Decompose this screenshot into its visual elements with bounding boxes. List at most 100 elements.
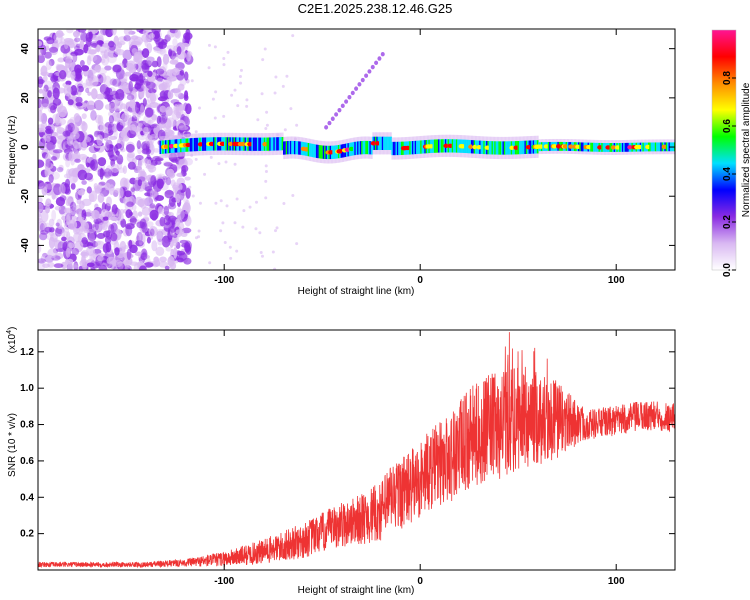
noise-blob — [97, 74, 102, 79]
noise-blob — [92, 35, 101, 41]
noise-blob — [139, 104, 145, 116]
noise-blob — [126, 94, 135, 101]
signal-core — [352, 142, 355, 156]
noise-blob — [214, 201, 218, 205]
signal-core — [274, 137, 277, 151]
noise-blob — [233, 88, 237, 92]
noise-blob — [46, 37, 55, 45]
signal-core — [657, 142, 660, 152]
signal-core — [283, 141, 285, 155]
noise-blob — [97, 74, 104, 84]
diagonal-trace-point — [330, 116, 335, 121]
colorbar-tick-label: 0.0 — [722, 263, 733, 277]
x-tick-label: 100 — [608, 576, 625, 587]
noise-blob — [105, 142, 110, 151]
noise-blob — [282, 201, 286, 205]
noise-blob — [159, 105, 167, 113]
noise-blob — [77, 83, 83, 89]
noise-blob — [136, 29, 144, 33]
noise-blob — [130, 35, 139, 40]
noise-blob — [109, 78, 117, 86]
noise-blob — [66, 231, 71, 241]
noise-blob — [95, 93, 105, 100]
noise-blob — [66, 29, 74, 34]
noise-blob — [146, 236, 151, 244]
signal-core — [642, 142, 645, 152]
snr-y-axis-label: SNR (10 * v/v) — [7, 413, 18, 477]
signal-core — [626, 142, 628, 152]
signal-core — [368, 140, 371, 155]
signal-core — [492, 141, 495, 155]
noise-blob — [146, 221, 154, 228]
noise-blob — [239, 68, 243, 72]
noise-blob — [177, 122, 185, 134]
noise-blob — [63, 241, 68, 251]
signal-core — [491, 141, 494, 155]
signal-core — [594, 142, 597, 152]
noise-blob — [97, 168, 105, 178]
noise-blob — [295, 242, 299, 246]
signal-core — [392, 141, 395, 156]
noise-blob — [141, 206, 151, 216]
signal-core — [299, 141, 302, 155]
y-tick-label: 1.0 — [20, 383, 34, 394]
signal-core — [418, 140, 421, 154]
noise-blob — [63, 39, 69, 50]
noise-blob — [150, 175, 157, 186]
noise-blob — [123, 34, 131, 42]
noise-blob — [265, 110, 269, 114]
noise-blob — [165, 246, 172, 252]
noise-blob — [77, 189, 85, 196]
noise-blob — [225, 204, 229, 208]
diagonal-trace-point — [364, 73, 369, 78]
noise-blob — [208, 261, 212, 265]
signal-core — [579, 142, 582, 152]
noise-blob — [235, 249, 239, 253]
noise-blob — [169, 59, 179, 65]
noise-blob — [131, 186, 138, 191]
noise-blob — [141, 33, 151, 43]
noise-blob — [273, 267, 277, 270]
noise-blob — [78, 153, 88, 160]
noise-blob — [48, 174, 54, 183]
noise-blob — [248, 205, 252, 209]
signal-core — [318, 145, 321, 159]
noise-blob — [87, 91, 92, 96]
noise-blob — [87, 229, 97, 242]
signal-core — [410, 141, 413, 155]
noise-blob — [137, 164, 143, 173]
noise-blob — [38, 138, 46, 151]
noise-blob — [38, 211, 42, 218]
diagonal-trace-point — [370, 64, 375, 70]
signal-core — [494, 141, 497, 155]
signal-core — [466, 139, 469, 154]
noise-blob — [81, 237, 88, 245]
noise-blob — [73, 261, 79, 270]
noise-blob — [42, 87, 47, 100]
noise-blob — [148, 136, 155, 145]
noise-blob — [142, 251, 147, 258]
noise-blob — [102, 171, 112, 177]
noise-blob — [184, 32, 191, 44]
noise-blob — [172, 38, 178, 47]
noise-blob — [178, 125, 189, 131]
noise-blob — [149, 209, 159, 221]
noise-blob — [57, 57, 65, 63]
diagonal-trace-point — [380, 52, 385, 57]
diagonal-trace-point — [327, 120, 332, 126]
signal-core — [411, 141, 414, 155]
diagonal-trace-point — [350, 90, 355, 96]
signal-core — [291, 140, 294, 155]
noise-blob — [44, 51, 52, 59]
noise-blob — [98, 73, 107, 84]
noise-blob — [141, 62, 150, 73]
noise-blob — [185, 103, 192, 115]
noise-blob — [117, 213, 124, 222]
noise-blob — [274, 75, 278, 79]
noise-blob — [57, 135, 66, 140]
signal-core — [387, 136, 390, 150]
noise-blob — [104, 65, 112, 71]
snr-frame — [37, 329, 676, 571]
noise-blob — [141, 158, 147, 163]
signal-core — [465, 139, 468, 154]
